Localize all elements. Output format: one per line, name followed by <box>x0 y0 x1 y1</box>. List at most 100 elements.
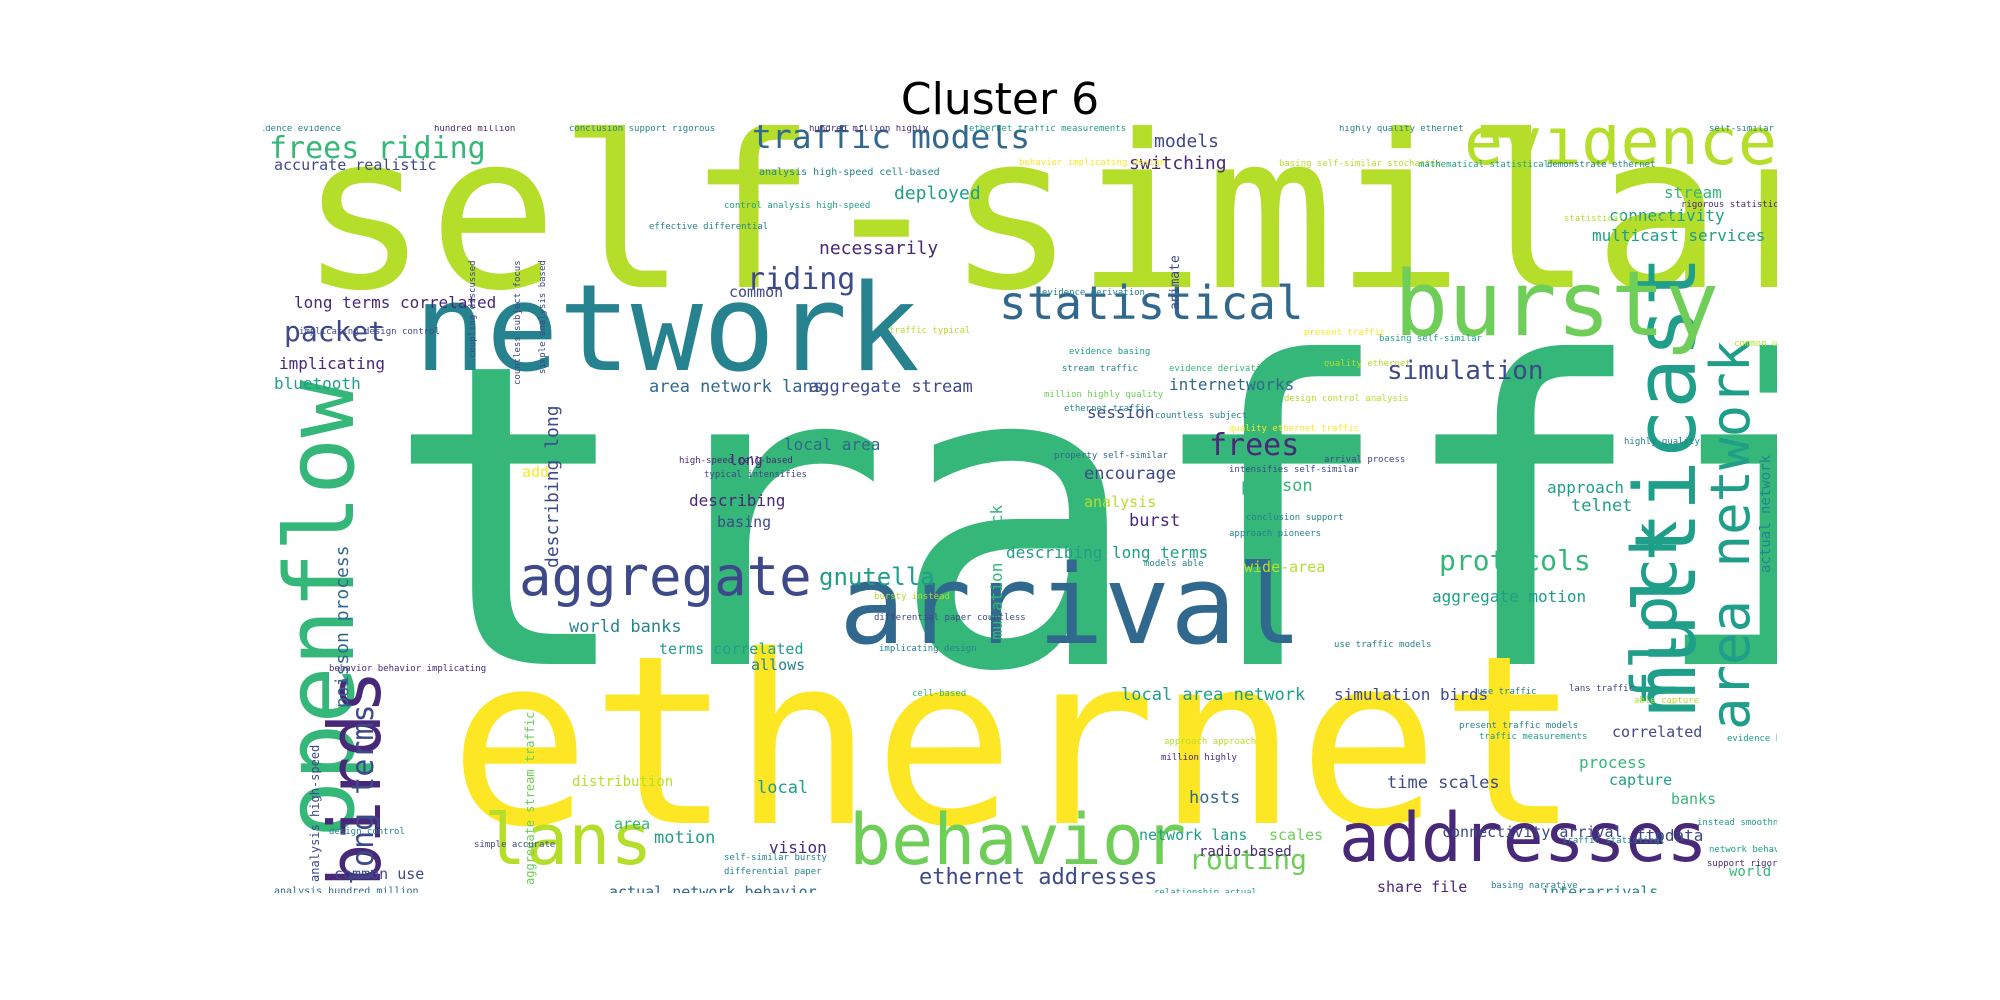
cloud-word: instead smoothness <box>1697 818 1777 828</box>
cloud-word: use traffic <box>1477 687 1537 697</box>
cloud-word: typical intensifies <box>704 470 807 480</box>
cloud-word: gnutella <box>819 563 935 591</box>
cloud-word: aggregate stream traffic <box>523 711 537 885</box>
cloud-word: bluetooth <box>274 374 361 393</box>
cloud-word: scales <box>1269 826 1324 844</box>
cloud-word: animate <box>1168 255 1183 310</box>
cloud-word: control analysis high-speed <box>724 201 871 211</box>
cloud-word: connectivity <box>1609 206 1725 225</box>
cloud-word: analysis <box>1084 493 1157 511</box>
cloud-word: basing <box>717 513 772 531</box>
cloud-word: differential paper countless <box>874 613 1026 623</box>
cloud-word: evidence basing <box>1069 347 1151 357</box>
cloud-word: area network lans <box>649 377 823 397</box>
cloud-word: riding <box>747 262 856 297</box>
cloud-word: countless subject <box>1155 411 1248 421</box>
cloud-word: approach <box>1547 478 1625 497</box>
cloud-word: approach approach <box>1164 737 1257 747</box>
cloud-word: analysis high-speed cell-based <box>759 167 940 178</box>
cloud-word: models able <box>1144 559 1204 569</box>
cloud-word: property self-similar <box>1054 451 1168 461</box>
cloud-word: simulation flock <box>987 505 1006 660</box>
cloud-word: capture <box>1609 771 1673 789</box>
cloud-word: ethernet addresses <box>919 865 1158 890</box>
cloud-word: simple analysis based <box>538 260 548 374</box>
cloud-word: traffic <box>384 275 1777 764</box>
cloud-word: local area <box>784 435 881 454</box>
cloud-word: basing self-similar <box>1379 334 1482 344</box>
cloud-word: hundred million highly <box>809 125 929 134</box>
cloud-word: banks <box>1671 790 1717 808</box>
cloud-word: session <box>1087 403 1155 422</box>
cloud-word: switching <box>1129 153 1227 174</box>
cloud-word: connectivity arrival <box>1442 823 1623 841</box>
cloud-word: bursty <box>1394 252 1720 357</box>
cloud-word: share file <box>1377 878 1468 894</box>
cloud-word: lans <box>484 799 653 881</box>
cloud-word: evidence evidence <box>263 125 342 134</box>
cloud-word: long terms correlated <box>294 293 497 312</box>
cloud-word: ftpdata <box>1636 826 1704 845</box>
cloud-word: common use traffic <box>1734 339 1777 349</box>
cloud-word: conclusion support <box>1246 513 1344 523</box>
cloud-word: frees <box>1209 428 1300 463</box>
cloud-word: self-similar <box>299 125 1777 338</box>
cloud-word: common <box>729 283 784 301</box>
cloud-word: flock <box>1618 520 1691 707</box>
cloud-word: process <box>1579 753 1647 772</box>
cloud-word: present traffic <box>1304 328 1386 338</box>
cloud-word: radio-based <box>1199 844 1292 860</box>
cloud-word: long <box>729 453 763 469</box>
cloud-word: world <box>1729 864 1772 880</box>
cloud-word: correlated <box>1612 723 1703 741</box>
cloud-word: bursty instead <box>874 592 950 602</box>
cloud-word: packet <box>284 315 386 348</box>
cloud-word: wide-area <box>1244 558 1326 576</box>
cloud-word: evidence basing narrative <box>1727 734 1777 744</box>
cloud-word: approach pioneers <box>1229 529 1322 539</box>
cloud-word: ethernet traffic <box>1064 404 1151 414</box>
cloud-word: encourage <box>1084 464 1177 484</box>
cloud-word: actual network behavior <box>609 883 817 894</box>
cloud-word: poisson <box>1241 476 1313 496</box>
cloud-word: self-similar bursty <box>724 853 827 863</box>
cloud-word: high-speed cell-based <box>679 456 793 466</box>
cloud-word: models <box>1154 131 1220 152</box>
cloud-word: behavior behavior implicating <box>329 664 487 674</box>
cloud-word: rigorous statistical <box>1681 200 1777 210</box>
cloud-word: evidence derivation <box>1042 288 1145 298</box>
cloud-word: allows <box>751 656 806 674</box>
cloud-word: hosts <box>1189 788 1241 808</box>
cloud-word: common use <box>334 865 425 883</box>
cloud-word: local area network <box>1121 685 1306 705</box>
cloud-word: necessarily <box>819 238 939 259</box>
cloud-word: quality ethernet <box>1324 359 1411 369</box>
cloud-word: evidence <box>1464 125 1777 180</box>
cloud-word: intensifies self-similar <box>1229 465 1360 475</box>
cloud-word: local <box>757 778 809 798</box>
cloud-word: cell-based <box>912 689 967 699</box>
cloud-word: support rigorous <box>1707 859 1777 869</box>
cloud-word: burst <box>1129 511 1181 531</box>
cloud-word: routing <box>1189 843 1308 876</box>
cloud-word: interarrivals <box>1541 883 1659 894</box>
cloud-word: basing self-similar stochastic <box>1279 159 1442 169</box>
cloud-word: present traffic models <box>1459 721 1579 731</box>
cloud-word: vision <box>769 838 827 857</box>
cloud-word: million highly <box>1161 753 1237 763</box>
cloud-word: simple accurate <box>474 840 556 850</box>
cloud-word: self-similar stochastic <box>1709 125 1777 134</box>
cloud-word: world banks <box>569 617 682 637</box>
cloud-word: describing long terms <box>1006 543 1209 562</box>
cloud-word: long terms <box>346 704 381 885</box>
cloud-word: distribution <box>572 774 674 790</box>
cloud-word: network <box>414 260 920 399</box>
cloud-word: ethernet traffic measurements <box>969 125 1127 134</box>
cloud-word: relationship actual <box>1154 888 1257 894</box>
cloud-word: simulation birds <box>1334 685 1489 704</box>
cloud-word: highly quality ethernet <box>1339 125 1464 134</box>
cloud-word: traffic typical <box>889 326 971 336</box>
cloud-word: analysis hundred million <box>274 886 419 894</box>
cloud-word: able capture <box>1634 696 1700 706</box>
cloud-word: accurate realistic <box>274 156 437 174</box>
